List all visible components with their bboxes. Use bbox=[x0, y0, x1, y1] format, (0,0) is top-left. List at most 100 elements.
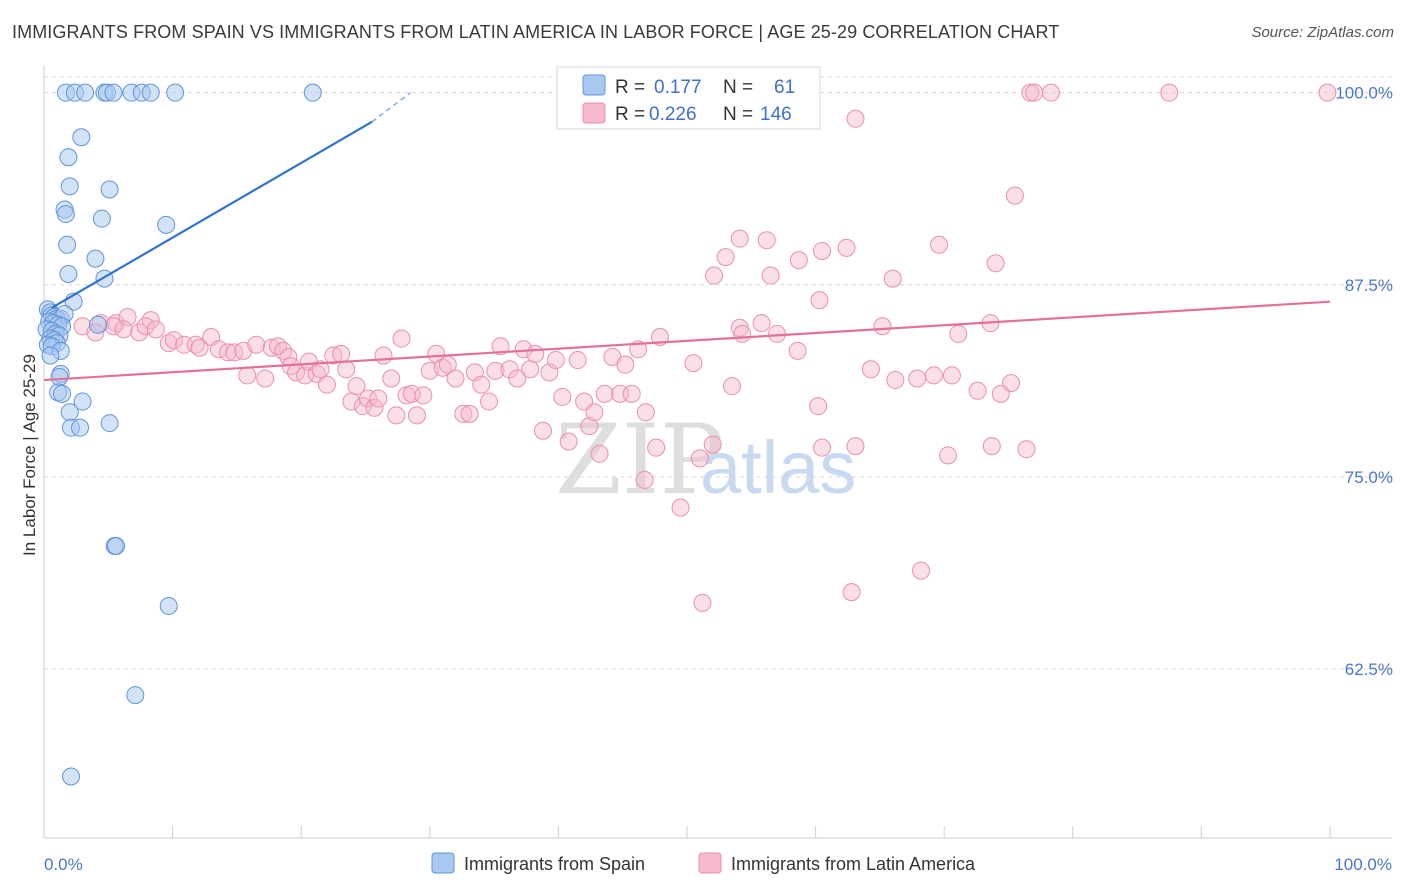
latin-america-point bbox=[387, 406, 406, 425]
latin-america-point bbox=[347, 377, 366, 396]
latin-america-point bbox=[684, 354, 703, 373]
latin-america-point bbox=[723, 377, 742, 396]
latin-america-point bbox=[991, 384, 1010, 403]
latin-america-point bbox=[949, 324, 968, 343]
latin-america-point bbox=[1005, 186, 1024, 205]
legend-swatch-spain bbox=[582, 74, 606, 96]
latin-america-point bbox=[365, 398, 384, 417]
bottom-legend-latin: Immigrants from Latin America bbox=[731, 854, 976, 874]
latin-america-point bbox=[968, 381, 987, 400]
latin-america-point bbox=[136, 317, 155, 336]
y-axis-label: In Labor Force | Age 25-29 bbox=[20, 354, 39, 556]
latin-america-point bbox=[190, 338, 209, 357]
latin-america-point bbox=[332, 344, 351, 363]
latin-america-point bbox=[433, 358, 452, 377]
latin-america-point bbox=[912, 561, 931, 580]
legend-swatch-latin bbox=[582, 102, 606, 124]
latin-america-point bbox=[225, 343, 244, 362]
latin-america-point bbox=[986, 254, 1005, 273]
latin-america-point bbox=[924, 366, 943, 385]
legend-n-value-latin: 146 bbox=[760, 104, 792, 125]
latin-america-point bbox=[1025, 83, 1044, 102]
latin-america-point bbox=[690, 449, 709, 468]
latin-america-point bbox=[369, 389, 388, 408]
latin-america-point bbox=[837, 238, 856, 257]
spain-point bbox=[76, 83, 95, 102]
spain-point bbox=[60, 403, 79, 422]
latin-america-point bbox=[809, 397, 828, 416]
latin-america-point bbox=[1021, 83, 1040, 102]
latin-america-point bbox=[256, 369, 275, 388]
watermark-zip: ZIP bbox=[555, 404, 724, 516]
latin-america-point bbox=[1017, 440, 1036, 459]
latin-america-point bbox=[788, 341, 807, 360]
latin-america-points bbox=[73, 83, 1337, 612]
latin-america-point bbox=[446, 369, 465, 388]
y-tick-label: 62.5% bbox=[1345, 660, 1393, 679]
latin-america-point bbox=[810, 291, 829, 310]
latin-america-point bbox=[296, 366, 315, 385]
latin-america-point bbox=[616, 355, 635, 374]
spain-point bbox=[157, 215, 176, 234]
latin-america-point bbox=[311, 360, 330, 379]
spain-point bbox=[62, 767, 81, 786]
latin-america-point bbox=[789, 251, 808, 270]
latin-america-point bbox=[752, 314, 771, 333]
latin-america-point bbox=[472, 375, 491, 394]
spain-point bbox=[72, 128, 91, 147]
latin-america-point bbox=[414, 386, 433, 405]
latin-america-point bbox=[585, 403, 604, 422]
spain-point bbox=[92, 209, 111, 228]
spain-point bbox=[58, 235, 77, 254]
spain-point bbox=[60, 177, 79, 196]
latin-america-point bbox=[238, 366, 257, 385]
axes bbox=[43, 65, 1392, 839]
latin-america-point bbox=[159, 334, 178, 353]
latin-america-point bbox=[247, 335, 266, 354]
latin-america-point bbox=[402, 384, 421, 403]
latin-america-point bbox=[500, 360, 519, 379]
latin-america-point bbox=[693, 593, 712, 612]
latin-america-point bbox=[1041, 83, 1060, 102]
y-tick-label: 100.0% bbox=[1335, 84, 1393, 103]
spain-point bbox=[100, 414, 119, 433]
spain-point bbox=[303, 83, 322, 102]
spain-point bbox=[59, 148, 78, 167]
latin-america-point bbox=[886, 371, 905, 390]
latin-america-point bbox=[479, 392, 498, 411]
legend-n-value-spain: 61 bbox=[774, 77, 795, 98]
latin-america-point bbox=[508, 369, 527, 388]
latin-america-point bbox=[730, 229, 749, 248]
latin-america-point bbox=[636, 403, 655, 422]
latin-america-point bbox=[703, 435, 722, 454]
latin-america-point bbox=[595, 384, 614, 403]
latin-america-point bbox=[486, 361, 505, 380]
latin-america-point bbox=[460, 404, 479, 423]
chart-title: IMMIGRANTS FROM SPAIN VS IMMIGRANTS FROM… bbox=[12, 22, 1060, 42]
y-tick-labels: 100.0% 87.5% 75.0% 62.5% bbox=[1335, 84, 1393, 679]
latin-america-point bbox=[635, 470, 654, 489]
spain-trend-line-extension bbox=[371, 92, 411, 123]
latin-america-point bbox=[553, 387, 572, 406]
latin-america-point bbox=[930, 235, 949, 254]
latin-america-point bbox=[671, 498, 690, 517]
latin-america-point bbox=[559, 432, 578, 451]
spain-point bbox=[104, 83, 123, 102]
latin-america-point bbox=[982, 437, 1001, 456]
latin-america-point bbox=[861, 360, 880, 379]
legend-n-label-latin: N = bbox=[723, 104, 753, 125]
bottom-legend-swatch-spain bbox=[431, 852, 455, 874]
legend-n-label-spain: N = bbox=[723, 77, 753, 98]
spain-point bbox=[166, 83, 185, 102]
source-label: Source: ZipAtlas.com bbox=[1251, 24, 1394, 41]
latin-america-point bbox=[454, 404, 473, 423]
y-tick-label: 75.0% bbox=[1345, 468, 1393, 487]
spain-point bbox=[89, 315, 108, 334]
latin-america-point bbox=[324, 346, 343, 365]
spain-point bbox=[159, 596, 178, 615]
spain-point bbox=[126, 686, 145, 705]
latin-america-point bbox=[337, 360, 356, 379]
legend-r-value-latin: 0.226 bbox=[649, 104, 697, 125]
latin-america-point bbox=[521, 360, 540, 379]
latin-america-point bbox=[526, 344, 545, 363]
